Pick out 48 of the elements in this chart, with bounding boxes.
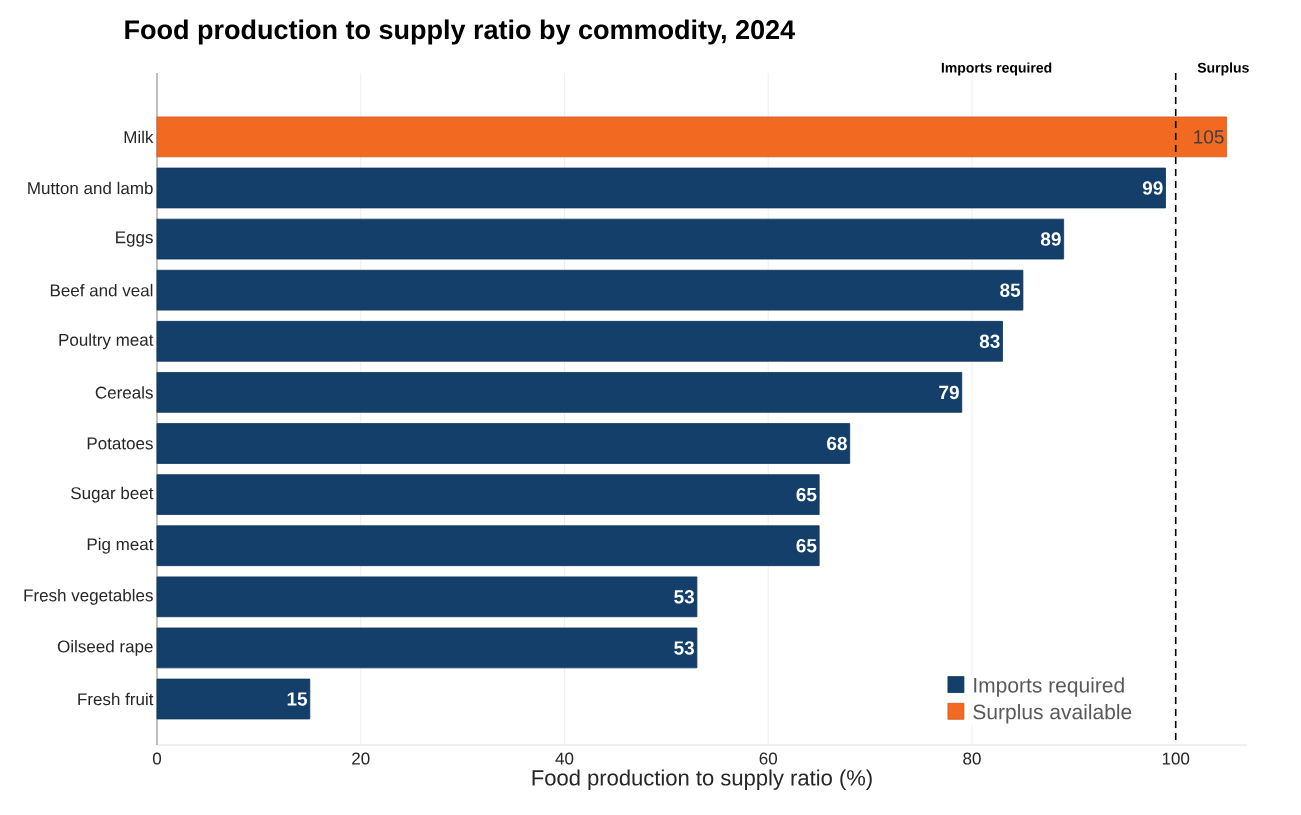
- y-tick-label: Potatoes: [87, 437, 153, 450]
- data-label: 89: [1040, 232, 1061, 246]
- chart-title: Food production to supply ratio by commodity, 2024: [125, 19, 795, 45]
- bar: [156, 372, 963, 413]
- bar: [156, 167, 1166, 209]
- data-label: 85: [1000, 283, 1021, 297]
- x-tick-label: 20: [352, 752, 370, 765]
- bar: [156, 525, 820, 567]
- data-label: 15: [287, 692, 308, 706]
- y-tick-label: Poultry meat: [59, 333, 154, 350]
- x-tick-label: 80: [963, 752, 981, 765]
- annotation: Surplus: [1197, 62, 1249, 76]
- legend-label: Surplus available: [973, 703, 1132, 724]
- y-tick-label: Pig meat: [87, 537, 154, 554]
- bar: [156, 423, 851, 464]
- data-label: 53: [674, 641, 695, 655]
- data-label: 105: [1194, 130, 1224, 144]
- y-tick-label: Beef and veal: [50, 283, 153, 297]
- y-tick-label: Fresh vegetables: [24, 588, 153, 605]
- bar: [156, 218, 1065, 260]
- data-label: 83: [979, 334, 1000, 349]
- data-label: 65: [796, 538, 817, 553]
- x-tick-label: 40: [555, 752, 574, 765]
- bar: [156, 627, 698, 669]
- y-tick-label: Milk: [124, 130, 154, 144]
- data-label: 79: [939, 385, 959, 400]
- x-axis-title: Food production to supply ratio (%): [532, 769, 872, 790]
- x-tick-label: 0: [152, 752, 162, 765]
- y-tick-label: Eggs: [116, 231, 153, 247]
- y-tick-label: Oilseed rape: [57, 640, 153, 656]
- y-tick-label: Cereals: [95, 386, 153, 399]
- bar: [156, 474, 820, 515]
- y-tick-label: Mutton and lamb: [28, 181, 153, 195]
- annotation: Imports required: [941, 62, 1052, 76]
- y-tick-label: Fresh fruit: [78, 692, 154, 706]
- bar: [156, 576, 698, 618]
- data-label: 68: [827, 436, 847, 451]
- data-label: 53: [674, 590, 695, 604]
- legend-label: Imports required: [974, 677, 1124, 697]
- data-label: 99: [1142, 181, 1163, 195]
- y-tick-label: Sugar beet: [71, 486, 154, 503]
- bar: [156, 269, 1024, 311]
- bar: [156, 320, 1003, 362]
- data-label: 65: [796, 487, 817, 502]
- x-tick-label: 100: [1162, 752, 1190, 765]
- bar: [156, 116, 1228, 158]
- x-tick-label: 60: [759, 752, 778, 765]
- bar: [156, 678, 311, 720]
